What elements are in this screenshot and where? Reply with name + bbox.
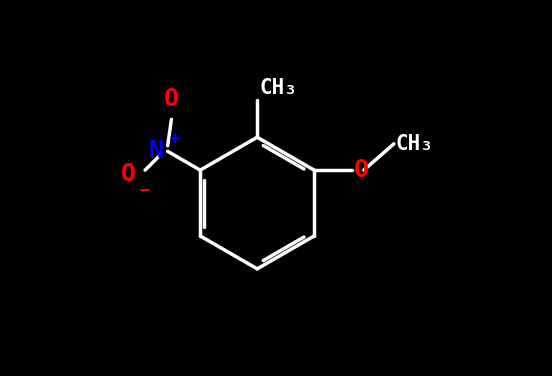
Text: CH₃: CH₃	[396, 134, 434, 154]
Text: N: N	[149, 139, 164, 163]
Text: +: +	[169, 130, 179, 147]
Text: O: O	[164, 87, 179, 111]
Text: −: −	[140, 179, 150, 197]
Text: O: O	[121, 162, 136, 186]
Text: CH₃: CH₃	[259, 78, 297, 98]
Text: O: O	[354, 158, 369, 182]
